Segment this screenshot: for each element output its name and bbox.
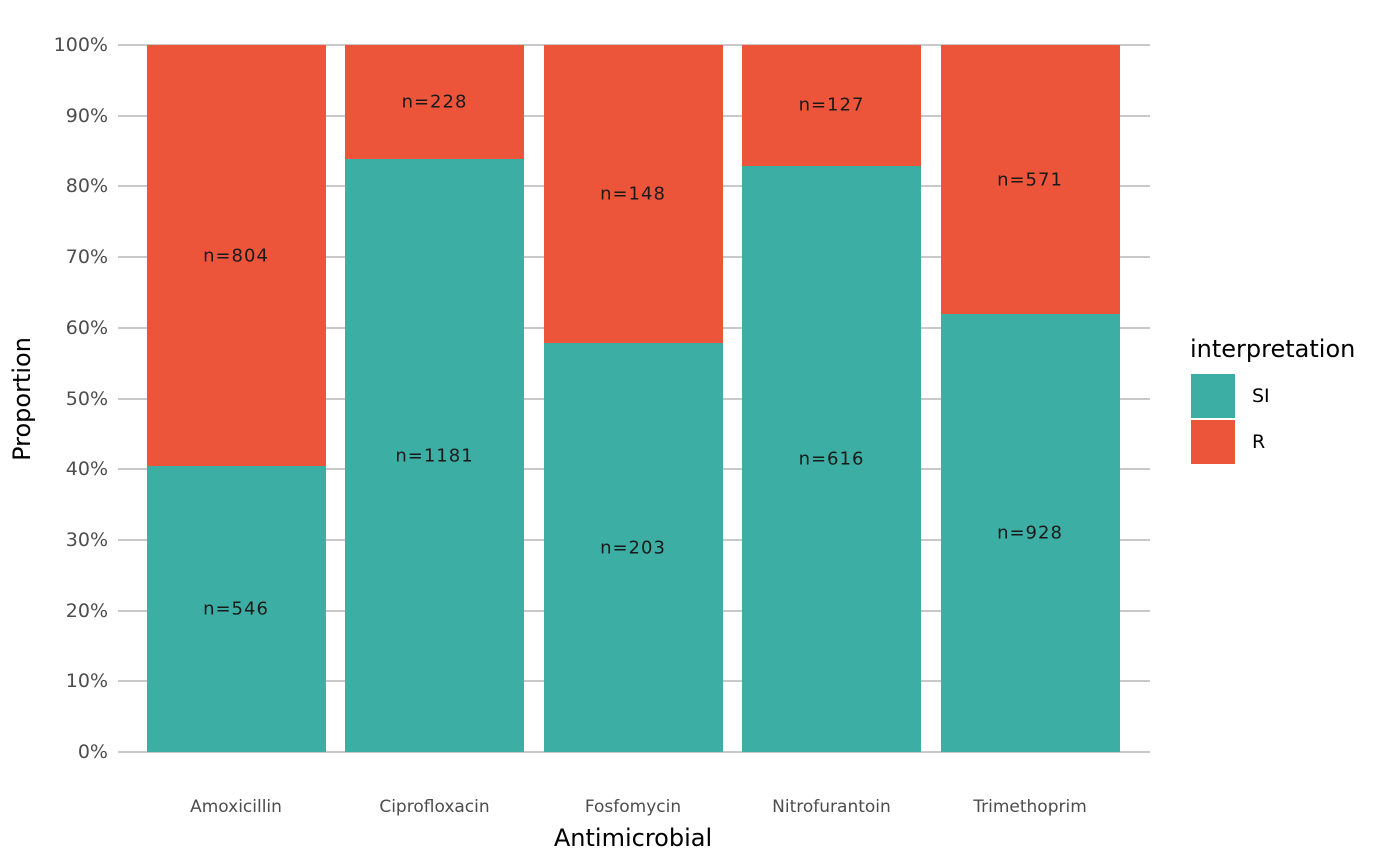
y-tick-label: 30% <box>65 528 108 551</box>
bar-segment-si <box>345 159 524 752</box>
legend-swatch-r <box>1191 420 1235 464</box>
x-category-label: Trimethoprim <box>973 797 1087 817</box>
y-tick-label: 20% <box>65 599 108 622</box>
y-tick-label: 40% <box>65 458 108 481</box>
bar-count-label: n=127 <box>798 94 865 116</box>
x-axis-title: Antimicrobial <box>553 824 713 852</box>
bar-count-label: n=203 <box>600 537 666 559</box>
bar-segment-r <box>146 45 326 467</box>
bar-segment-si <box>940 314 1120 752</box>
legend-item-label: SI <box>1252 385 1270 407</box>
y-tick-label: 10% <box>65 670 108 693</box>
y-tick-label: 70% <box>65 246 108 269</box>
x-category-label: Fosfomycin <box>584 797 682 817</box>
y-tick-label: 0% <box>77 741 108 763</box>
bar-segment-r <box>742 45 921 166</box>
x-category-label: Ciprofloxacin <box>379 797 490 817</box>
y-tick-label: 100% <box>53 34 108 56</box>
bar-count-label: n=228 <box>401 91 468 113</box>
bar-segment-r <box>940 45 1120 315</box>
bar-segment-r <box>543 45 723 344</box>
bar-segment-si <box>543 343 723 752</box>
bar-count-label: n=804 <box>203 245 269 267</box>
legend-item: R <box>1191 420 1265 464</box>
legend-title: interpretation <box>1190 335 1356 363</box>
legend-swatch-si <box>1191 374 1235 418</box>
legend-item-label: R <box>1252 431 1266 453</box>
bar-count-label: n=546 <box>203 598 269 620</box>
y-axis-title: Proportion <box>8 337 36 461</box>
bar-count-label: n=928 <box>997 522 1063 544</box>
x-category-label: Nitrofurantoin <box>772 797 891 817</box>
bar-count-label: n=148 <box>600 183 666 205</box>
x-category-label: Amoxicillin <box>190 797 282 817</box>
bar-count-label: n=1181 <box>395 445 474 467</box>
bar-segment-r <box>345 45 524 160</box>
bar-segment-si <box>742 165 921 752</box>
gridline <box>118 751 1150 753</box>
bar-count-label: n=616 <box>798 448 865 470</box>
y-tick-label: 50% <box>65 387 108 410</box>
y-tick-label: 80% <box>65 175 108 198</box>
bar-count-label: n=571 <box>997 169 1063 191</box>
y-tick-label: 90% <box>65 104 108 127</box>
bar-segment-si <box>146 466 326 752</box>
y-tick-label: 60% <box>65 316 108 339</box>
legend-item: SI <box>1191 374 1270 418</box>
